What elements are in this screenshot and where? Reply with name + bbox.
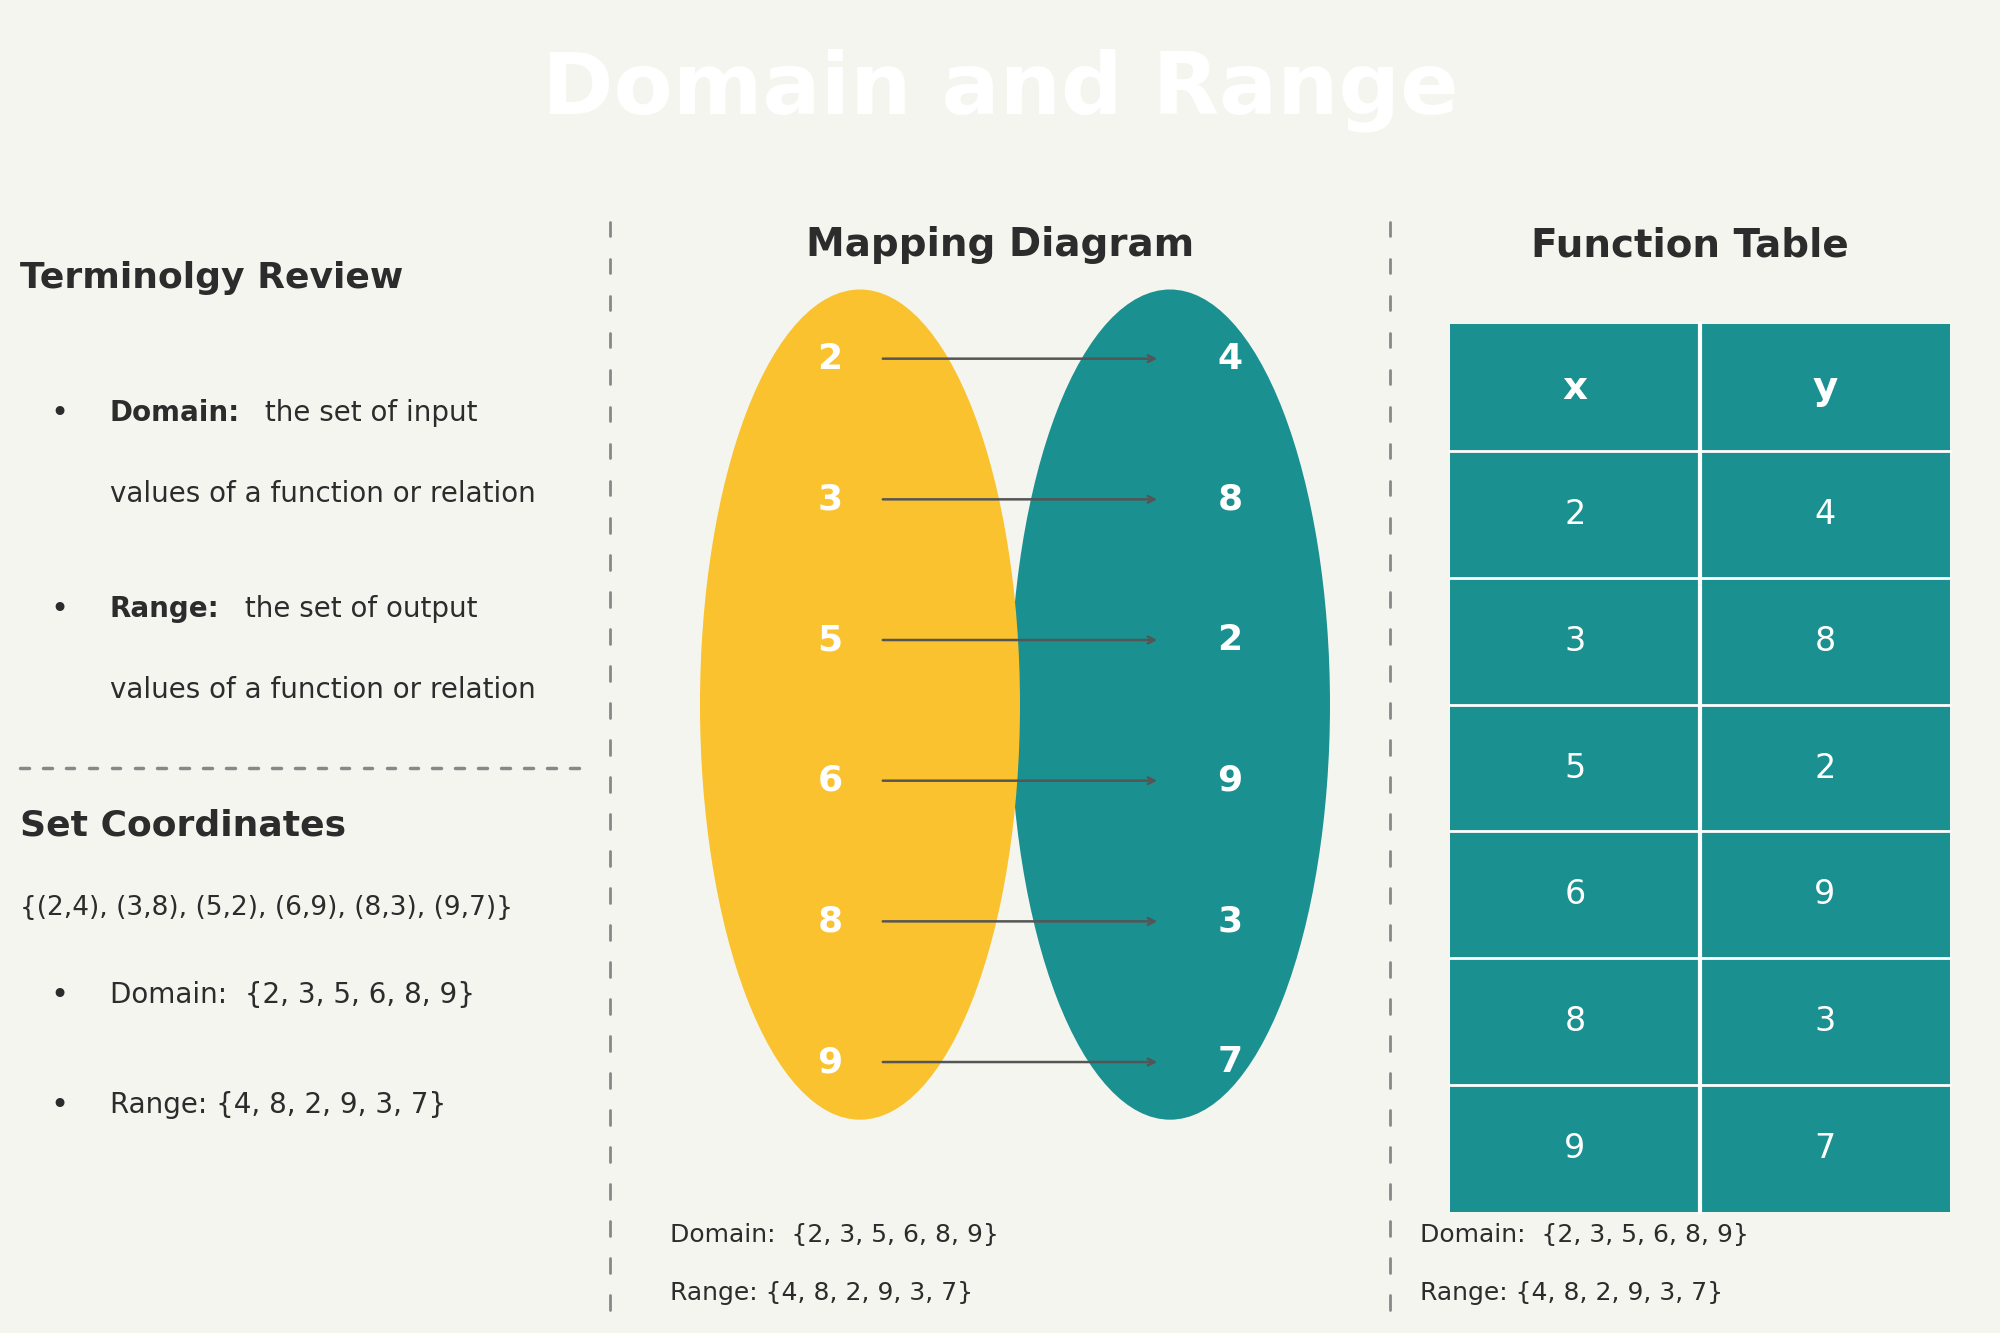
Text: 5: 5	[818, 623, 842, 657]
Text: 4: 4	[1814, 497, 1836, 531]
Text: Function Table: Function Table	[1532, 227, 1848, 264]
Text: 8: 8	[818, 904, 842, 938]
Text: Set Coordinates: Set Coordinates	[20, 808, 346, 842]
Text: {(2,4), (3,8), (5,2), (6,9), (8,3), (9,7)}: {(2,4), (3,8), (5,2), (6,9), (8,3), (9,7…	[20, 894, 512, 921]
Text: 4: 4	[1218, 341, 1242, 376]
Text: 3: 3	[818, 483, 842, 516]
Text: 8: 8	[1814, 625, 1836, 657]
Text: Range:: Range:	[110, 595, 220, 623]
Text: 7: 7	[1218, 1045, 1242, 1078]
Ellipse shape	[700, 289, 1020, 1120]
Text: •: •	[50, 981, 68, 1010]
Text: the set of output: the set of output	[236, 595, 478, 623]
Text: 2: 2	[818, 341, 842, 376]
Text: 2: 2	[1218, 623, 1242, 657]
Text: y: y	[1812, 368, 1838, 407]
Text: Range: {4, 8, 2, 9, 3, 7}: Range: {4, 8, 2, 9, 3, 7}	[110, 1090, 446, 1118]
Text: the set of input: the set of input	[256, 399, 478, 427]
Text: 9: 9	[818, 1045, 842, 1078]
Text: 2: 2	[1564, 497, 1586, 531]
Text: 9: 9	[1564, 1132, 1586, 1165]
Text: 9: 9	[1218, 764, 1242, 797]
Text: 6: 6	[1564, 878, 1586, 912]
Text: •: •	[50, 1090, 68, 1120]
Text: 3: 3	[1564, 625, 1586, 657]
Text: 5: 5	[1564, 752, 1586, 785]
Ellipse shape	[1010, 289, 1330, 1120]
Text: Domain and Range: Domain and Range	[542, 48, 1458, 132]
Text: values of a function or relation: values of a function or relation	[110, 676, 536, 704]
Text: 3: 3	[1814, 1005, 1836, 1038]
Text: Range: {4, 8, 2, 9, 3, 7}: Range: {4, 8, 2, 9, 3, 7}	[1420, 1281, 1724, 1305]
Text: •: •	[50, 399, 68, 428]
FancyBboxPatch shape	[1450, 324, 1950, 1212]
Text: Mapping Diagram: Mapping Diagram	[806, 227, 1194, 264]
Text: 9: 9	[1814, 878, 1836, 912]
Text: x: x	[1562, 368, 1588, 407]
Text: Terminolgy Review: Terminolgy Review	[20, 261, 404, 295]
Text: 8: 8	[1218, 483, 1242, 516]
Text: 8: 8	[1564, 1005, 1586, 1038]
Text: Domain:  {2, 3, 5, 6, 8, 9}: Domain: {2, 3, 5, 6, 8, 9}	[110, 981, 476, 1009]
Text: Domain:  {2, 3, 5, 6, 8, 9}: Domain: {2, 3, 5, 6, 8, 9}	[1420, 1224, 1748, 1248]
Text: 7: 7	[1814, 1132, 1836, 1165]
Text: 3: 3	[1218, 904, 1242, 938]
Text: Domain:  {2, 3, 5, 6, 8, 9}: Domain: {2, 3, 5, 6, 8, 9}	[670, 1224, 998, 1248]
Text: •: •	[50, 595, 68, 624]
Text: 2: 2	[1814, 752, 1836, 785]
Text: 6: 6	[818, 764, 842, 797]
Text: values of a function or relation: values of a function or relation	[110, 480, 536, 508]
Text: Domain:: Domain:	[110, 399, 240, 427]
Text: Range: {4, 8, 2, 9, 3, 7}: Range: {4, 8, 2, 9, 3, 7}	[670, 1281, 974, 1305]
